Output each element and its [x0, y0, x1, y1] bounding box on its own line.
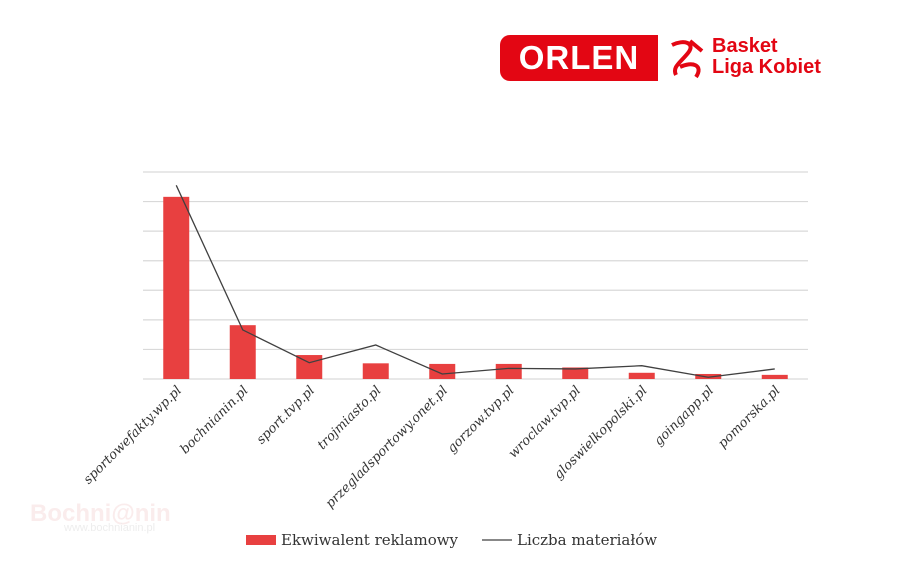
x-tick-label: bochnianin.pl: [178, 383, 252, 457]
bars: [163, 196, 788, 379]
bar-wroclaw.tvp.pl: [562, 367, 589, 379]
orlen-basket-liga-kobiet-logo: ORLEN Basket Liga Kobiet: [500, 35, 870, 85]
legend-bar-swatch: [246, 535, 276, 545]
x-tick-label: przegladsportowy.onet.pl: [323, 383, 451, 511]
logo-line1: Basket: [712, 35, 778, 57]
bar-pomorska.pl: [761, 374, 788, 379]
x-tick-label: sport.tvp.pl: [254, 383, 318, 447]
bar-trojmiasto.pl: [362, 363, 389, 379]
bochnianin-watermark: Bochni@nin www.bochnianin.pl: [30, 500, 171, 534]
basketball-swirl-icon: [671, 39, 704, 79]
bar-gloswielkopolski.pl: [628, 372, 655, 379]
bar-gorzow.tvp.pl: [495, 363, 522, 379]
x-tick-label: gorzow.tvp.pl: [445, 383, 518, 456]
line-path: [175, 185, 775, 378]
legend-bar-label: Ekwiwalent reklamowy: [281, 531, 459, 549]
x-tick-label: trojmiasto.pl: [315, 383, 385, 453]
bar-goingapp.pl: [695, 373, 722, 379]
bar-sportowefakty.wp.pl: [163, 196, 190, 379]
x-tick-label: goingapp.pl: [651, 383, 717, 449]
legend: Ekwiwalent reklamowy Liczba materiałów: [246, 531, 657, 549]
bar-przegladsportowy.onet.pl: [429, 363, 456, 379]
bar-bochnianin.pl: [229, 325, 256, 379]
x-tick-label: sportowefakty.wp.pl: [81, 383, 185, 487]
x-tick-label: pomorska.pl: [715, 383, 783, 451]
line-series: [175, 185, 775, 378]
logo-text: Basket Liga Kobiet: [712, 36, 821, 78]
watermark-name: Bochni@nin: [30, 500, 171, 527]
legend-line-label: Liczba materiałów: [517, 531, 657, 549]
watermark-url: www.bochnianin.pl: [64, 522, 156, 534]
orlen-logo-box: ORLEN: [500, 35, 658, 81]
logo-line2: Liga Kobiet: [712, 56, 821, 78]
